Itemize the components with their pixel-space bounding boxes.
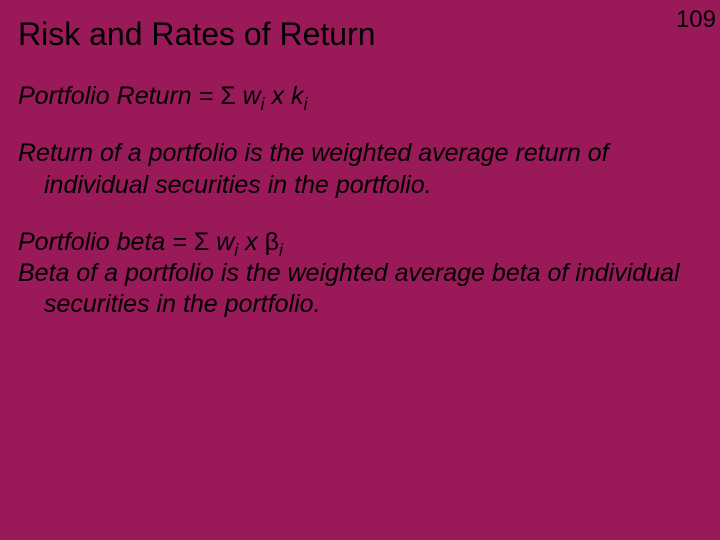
- sigma-icon: Σ: [194, 228, 209, 256]
- slide: 109 Risk and Rates of Return Portfolio R…: [0, 0, 720, 540]
- formula-portfolio-beta: Portfolio beta = Σ wi x βi: [18, 227, 702, 258]
- formula1-prefix: Portfolio Return =: [18, 82, 220, 110]
- beta-block: Portfolio beta = Σ wi x βi Beta of a por…: [18, 227, 702, 321]
- formula2-x: x: [238, 228, 264, 256]
- sigma-icon: Σ: [220, 82, 235, 110]
- formula1-xk: x k: [265, 82, 304, 110]
- page-number: 109: [676, 6, 716, 34]
- paragraph-beta-definition: Beta of a portfolio is the weighted aver…: [18, 258, 702, 321]
- paragraph-return-definition: Return of a portfolio is the weighted av…: [18, 138, 702, 201]
- formula1-w: w: [236, 82, 261, 110]
- formula2-w: w: [209, 228, 234, 256]
- formula2-prefix: Portfolio beta =: [18, 228, 194, 256]
- formula1-sub-i2: i: [303, 94, 307, 114]
- formula-portfolio-return: Portfolio Return = Σ wi x ki: [18, 81, 702, 112]
- slide-title: Risk and Rates of Return: [18, 16, 702, 53]
- beta-icon: β: [265, 228, 279, 256]
- formula2-sub-i2: i: [279, 240, 283, 260]
